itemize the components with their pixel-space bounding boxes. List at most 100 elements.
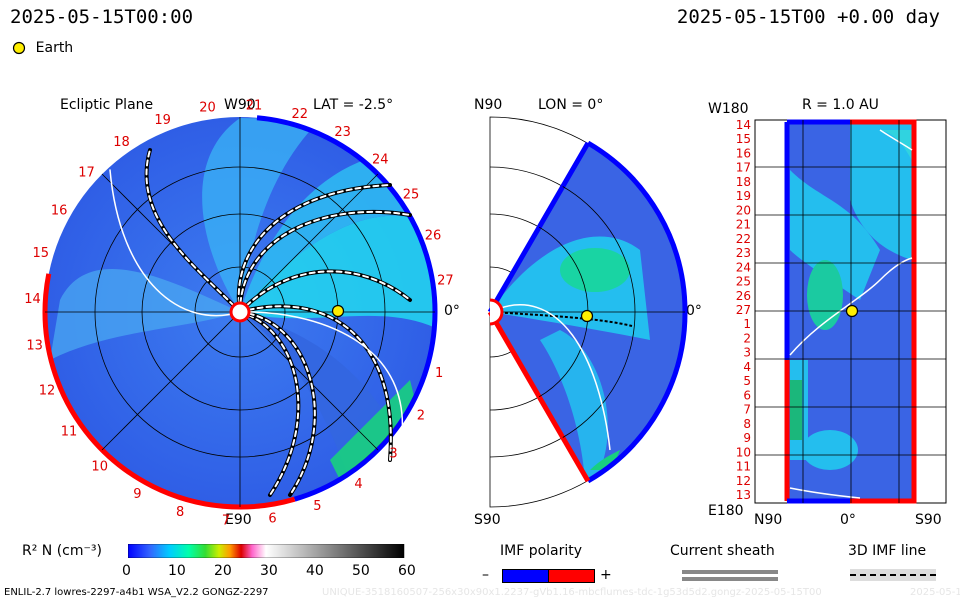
- carrington-label: 20: [199, 101, 216, 116]
- carrington-label: 11: [61, 425, 78, 440]
- carrington-label: 19: [154, 113, 171, 128]
- header-right-time: 2025-05-15T00 +0.00 day: [676, 6, 940, 28]
- radial-x-label-n90: N90: [754, 512, 783, 528]
- header-left-time: 2025-05-15T00:00: [10, 6, 194, 28]
- carrington-label: 24: [372, 153, 389, 168]
- meridional-top-label: N90: [474, 97, 503, 113]
- ecliptic-lat-label: LAT = -2.5°: [313, 97, 394, 113]
- carrington-label: 22: [292, 107, 309, 122]
- current-sheath-title: Current sheath: [670, 543, 775, 559]
- carrington-label: 25: [403, 188, 420, 203]
- imf-line-swatch: [850, 569, 936, 581]
- carrington-label: 7: [222, 514, 230, 529]
- colorbar-tick-label: 40: [306, 563, 324, 579]
- carrington-label: 3: [389, 446, 397, 461]
- radial-r-label: R = 1.0 AU: [802, 97, 879, 113]
- meridional-bottom-label: S90: [474, 512, 501, 528]
- radial-row-label: 23: [736, 246, 751, 260]
- sun-marker: [229, 301, 251, 323]
- radial-row-label: 19: [736, 189, 751, 203]
- imf-line-title: 3D IMF line: [848, 543, 927, 559]
- carrington-label: 14: [24, 292, 41, 307]
- footer-model-info: ENLIL-2.7 lowres-2297-a4b1 WSA_V2.2 GONG…: [4, 587, 269, 598]
- carrington-label: 8: [176, 505, 184, 520]
- carrington-label: 23: [334, 125, 351, 140]
- carrington-label: 10: [91, 460, 108, 475]
- carrington-label: 21: [246, 99, 263, 114]
- density-colorbar: [128, 544, 405, 558]
- radial-row-label: 10: [736, 445, 751, 459]
- radial-row-label: 5: [743, 374, 751, 388]
- imf-polarity-title: IMF polarity: [500, 543, 583, 559]
- colorbar-tick-label: 30: [260, 563, 278, 579]
- imf-polarity-minus: –: [482, 567, 489, 583]
- radial-x-label-0: 0°: [840, 512, 856, 528]
- radial-row-label: 12: [736, 474, 751, 488]
- carrington-label: 2: [417, 409, 425, 424]
- colorbar-tick-label: 10: [168, 563, 186, 579]
- radial-row-label: 22: [736, 232, 751, 246]
- earth-marker-icon: [12, 41, 26, 55]
- carrington-label: 4: [354, 477, 362, 492]
- colorbar-tick-label: 20: [214, 563, 232, 579]
- current-sheath-line-1: [682, 570, 778, 574]
- radial-row-label: 4: [743, 360, 751, 374]
- radial-grid: [755, 120, 946, 503]
- carrington-label: 1: [435, 366, 443, 381]
- imf-positive-swatch: [548, 569, 595, 583]
- radial-earth-marker: [845, 304, 859, 318]
- radial-row-label: 20: [736, 203, 751, 217]
- carrington-label: 18: [113, 135, 130, 150]
- footer-run-info: UNIQUE-3518160507-256x30x90x1.2237-gVb1.…: [322, 587, 822, 598]
- radial-row-label: 2: [743, 332, 751, 346]
- carrington-label: 15: [33, 246, 50, 261]
- radial-row-label: 17: [736, 161, 751, 175]
- colorbar-tick-label: 50: [352, 563, 370, 579]
- carrington-label: 26: [425, 229, 442, 244]
- radial-row-labels: 1415161718192021222324252627123456789101…: [736, 118, 751, 502]
- colorbar-label: R² N (cm⁻³): [22, 543, 102, 559]
- carrington-label: 5: [313, 499, 321, 514]
- ecliptic-earth-marker: [331, 304, 345, 318]
- carrington-label: 17: [78, 166, 95, 181]
- meridional-right-label: 0°: [686, 303, 702, 319]
- radial-row-label: 27: [736, 303, 751, 317]
- radial-row-label: 26: [736, 289, 751, 303]
- carrington-label: 9: [133, 487, 141, 502]
- earth-legend-label: Earth: [35, 40, 74, 56]
- radial-bottom-left-label: E180: [708, 503, 744, 519]
- carrington-label: 27: [437, 274, 454, 289]
- footer-date-tag: 2025-05-15: [910, 587, 960, 598]
- colorbar-ticks: 0 10 20 30 40 50 60: [122, 563, 416, 581]
- radial-row-label: 18: [736, 175, 751, 189]
- radial-row-label: 3: [743, 346, 751, 360]
- radial-row-label: 6: [743, 388, 751, 402]
- current-sheath-line-2: [682, 577, 778, 581]
- radial-row-label: 25: [736, 275, 751, 289]
- radial-row-label: 8: [743, 417, 751, 431]
- ecliptic-right-label: 0°: [444, 303, 460, 319]
- radial-x-label-s90: S90: [915, 512, 942, 528]
- meridional-lon-label: LON = 0°: [538, 97, 604, 113]
- colorbar-tick-label: 0: [122, 563, 131, 579]
- ecliptic-top-label: W90: [224, 97, 256, 113]
- imf-negative-swatch: [502, 569, 549, 583]
- carrington-labels: 20 21222324252627123456789101112131415161…: [24, 99, 453, 529]
- radial-top-left-label: W180: [708, 101, 749, 117]
- carrington-label: 12: [39, 383, 56, 398]
- ecliptic-title: Ecliptic Plane: [60, 97, 154, 113]
- meridional-earth-marker: [580, 309, 594, 323]
- carrington-label: 13: [26, 339, 43, 354]
- radial-row-label: 24: [736, 260, 751, 274]
- radial-row-label: 1: [743, 317, 751, 331]
- carrington-label: 6: [268, 511, 276, 526]
- radial-row-label: 11: [736, 460, 751, 474]
- radial-row-label: 14: [736, 118, 751, 132]
- earth-legend: Earth: [12, 40, 73, 59]
- radial-row-label: 16: [736, 147, 751, 161]
- imf-polarity-plus: +: [600, 567, 612, 583]
- radial-row-label: 13: [736, 488, 751, 502]
